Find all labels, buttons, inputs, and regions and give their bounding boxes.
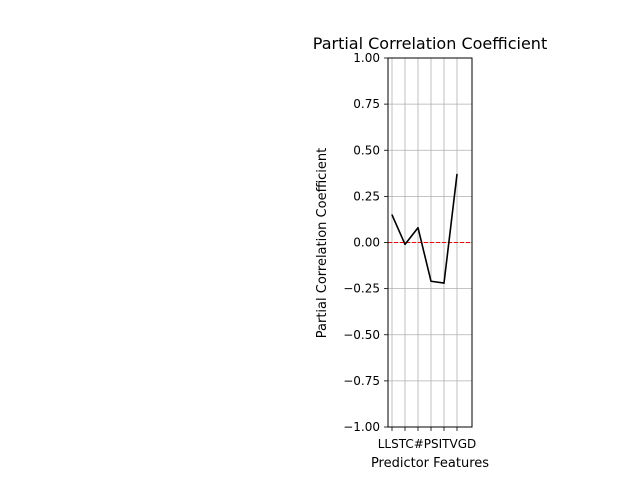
y-tick-label: 0.75 bbox=[353, 97, 380, 111]
y-tick-label: 0.25 bbox=[353, 189, 380, 203]
x-tick-labels: LLSTC#PSITVGD bbox=[378, 437, 477, 451]
data-point bbox=[404, 243, 406, 245]
data-point bbox=[417, 227, 419, 229]
series-line bbox=[391, 174, 458, 284]
data-point bbox=[391, 214, 393, 216]
y-axis-label: Partial Correlation Coefficient bbox=[315, 148, 330, 339]
x-axis-ticks bbox=[391, 427, 458, 431]
series bbox=[391, 173, 458, 284]
y-tick-label: 1.00 bbox=[353, 51, 380, 65]
y-tick-label: −0.25 bbox=[343, 282, 380, 296]
y-tick-label: −0.75 bbox=[343, 374, 380, 388]
data-point bbox=[443, 282, 445, 284]
y-tick-label: 0.00 bbox=[353, 236, 380, 250]
y-axis-ticks: −1.00 −0.75 −0.50 −0.25 0.00 0.25 0.50 0.75 1.00 bbox=[343, 51, 388, 434]
x-axis-label: Predictor Features bbox=[371, 456, 489, 471]
data-point bbox=[456, 173, 458, 175]
y-tick-label: −0.50 bbox=[343, 328, 380, 342]
y-tick-label: −1.00 bbox=[343, 420, 380, 434]
data-point bbox=[430, 280, 432, 282]
y-tick-label: 0.50 bbox=[353, 143, 380, 157]
chart-title: Partial Correlation Coefficient bbox=[313, 34, 547, 53]
